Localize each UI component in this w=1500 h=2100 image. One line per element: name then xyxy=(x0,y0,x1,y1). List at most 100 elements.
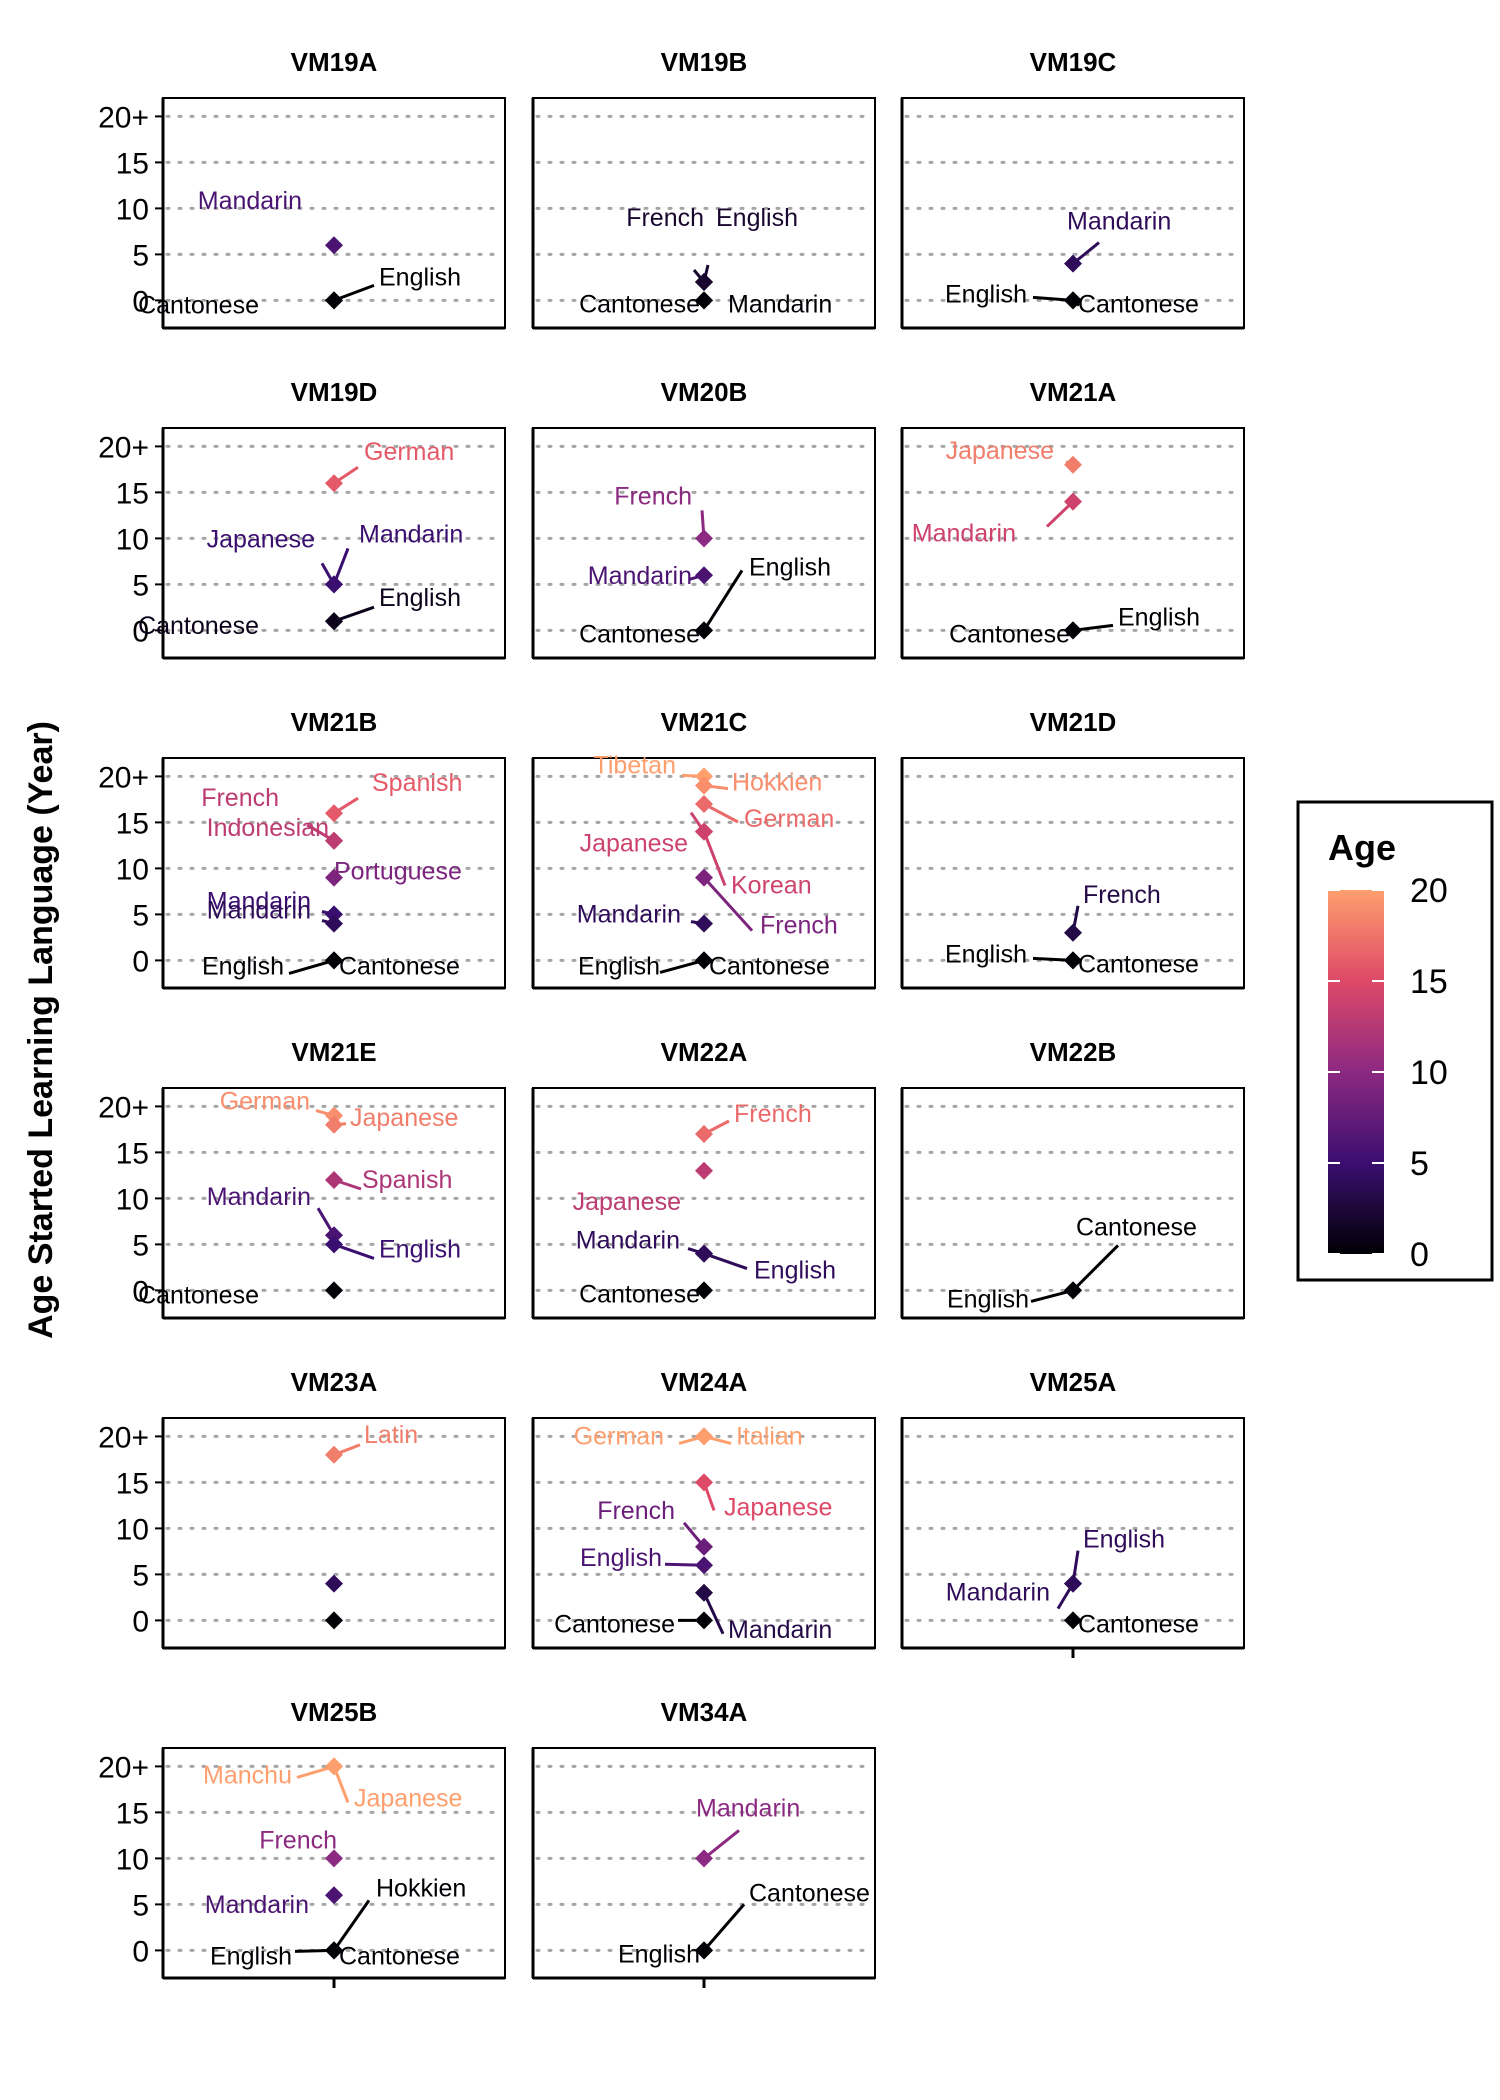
legend-tick-label: 20 xyxy=(1410,872,1448,910)
data-point xyxy=(1064,492,1082,511)
data-point xyxy=(325,1849,343,1868)
point-label: French xyxy=(1083,881,1161,909)
label-connector xyxy=(702,831,727,887)
point-label: Mandarin xyxy=(577,901,681,929)
y-tick-label: 15 xyxy=(116,1797,149,1830)
data-point xyxy=(325,914,343,933)
data-point xyxy=(325,1941,343,1960)
point-label: Japanese xyxy=(946,437,1054,465)
facet-panel-vm24a: VM24A German Italian Japanese French English M… xyxy=(531,1367,876,1650)
point-label: Mandarin xyxy=(946,1579,1050,1607)
data-point xyxy=(325,1757,343,1776)
data-point xyxy=(695,1849,713,1868)
data-point xyxy=(695,1125,713,1143)
label-connector xyxy=(703,1829,740,1860)
y-tick-label: 10 xyxy=(116,853,149,886)
point-label: Cantonese xyxy=(579,620,700,648)
point-label: Mandarin xyxy=(205,1891,309,1919)
label-connector xyxy=(288,958,335,975)
point-label: French xyxy=(259,1826,337,1854)
y-tick-label: 10 xyxy=(116,1183,149,1216)
data-point xyxy=(1064,254,1082,273)
point-label: English xyxy=(379,263,461,291)
label-connector xyxy=(333,283,375,302)
point-label: Japanese xyxy=(573,1188,681,1216)
point-label: French xyxy=(597,1497,675,1525)
facet-panel-vm19d: VM19D 0 5 10 15 20+ German Japanese Mandarin Cant… xyxy=(98,377,506,660)
y-tick-label: 10 xyxy=(116,1843,149,1876)
y-tick-label: 15 xyxy=(116,1467,149,1500)
y-tick-label: 20+ xyxy=(98,761,149,794)
facet-panel-vm19a: VM19A 0 5 10 15 20+ Mandarin Cantonese English xyxy=(98,47,506,330)
data-point xyxy=(695,776,713,795)
point-label: Cantonese xyxy=(709,952,830,980)
point-label: Spanish xyxy=(372,769,462,797)
point-label: Mandarin xyxy=(728,1616,832,1644)
point-label: Cantonese xyxy=(339,1942,460,1970)
facet-panel-vm20b: VM20B French Mandarin English Cantonese xyxy=(531,377,876,660)
point-label: German xyxy=(220,1088,310,1116)
point-label: English xyxy=(754,1257,836,1285)
data-point xyxy=(695,951,713,970)
facet-title: VM23A xyxy=(291,1367,378,1397)
point-label: English xyxy=(716,204,798,232)
facet-title: VM21A xyxy=(1030,377,1117,407)
y-tick-label: 0 xyxy=(132,1275,149,1308)
data-point xyxy=(695,529,713,548)
data-point xyxy=(695,914,713,933)
point-label: Mandarin xyxy=(576,1227,680,1255)
point-label: German xyxy=(574,1422,664,1450)
data-point xyxy=(325,474,343,493)
label-connector xyxy=(702,1903,746,1952)
label-connector xyxy=(702,1592,725,1635)
point-label: Cantonese xyxy=(949,620,1070,648)
data-point xyxy=(695,291,713,310)
point-label: French xyxy=(626,204,704,232)
y-tick-label: 20+ xyxy=(98,101,149,134)
y-tick-label: 20+ xyxy=(98,1751,149,1784)
point-label: French xyxy=(734,1100,812,1128)
facet-panel-vm21d: VM21D French English Cantonese xyxy=(900,707,1245,990)
point-label: Cantonese xyxy=(1078,290,1199,318)
point-label: English xyxy=(1083,1526,1165,1554)
point-label: Hokkien xyxy=(732,769,822,797)
facet-panel-vm21a: VM21A Japanese Mandarin Cantonese English xyxy=(900,377,1245,660)
y-tick-label: 0 xyxy=(132,285,149,318)
data-point xyxy=(325,1886,343,1905)
y-tick-label: 5 xyxy=(132,899,149,932)
point-label: Tibetan xyxy=(594,751,676,779)
data-point xyxy=(325,1106,343,1125)
point-label: Mandarin xyxy=(728,290,832,318)
data-point xyxy=(325,575,343,594)
point-label: Manchu xyxy=(203,1761,292,1789)
point-label: Portuguese xyxy=(334,858,462,886)
facet-panel-vm25b: VM25B 0 5 10 15 20+ Manchu Japanese French Mandar… xyxy=(98,1697,506,1988)
label-connector xyxy=(702,876,754,932)
facet-title: VM34A xyxy=(661,1697,748,1727)
point-label: Mandarin xyxy=(359,520,463,548)
point-label: English xyxy=(210,1942,292,1970)
point-label: Japanese xyxy=(580,830,688,858)
y-axis-title: Age Started Learning Language (Year) xyxy=(22,721,60,1339)
color-legend: Age 0 5 10 15 20 xyxy=(1296,800,1494,1282)
legend-tick-label: 15 xyxy=(1410,963,1448,1001)
facet-panel-vm19b: VM19B French English Cantonese Mandarin xyxy=(531,47,876,330)
legend-tick-label: 5 xyxy=(1410,1145,1429,1183)
data-point xyxy=(695,1427,713,1446)
data-point xyxy=(1064,923,1082,942)
point-label: Cantonese xyxy=(138,612,259,640)
point-label: English xyxy=(580,1544,662,1572)
y-tick-label: 15 xyxy=(116,477,149,510)
data-point xyxy=(325,291,343,310)
data-point xyxy=(695,868,713,887)
data-point xyxy=(695,1244,713,1263)
point-label: English xyxy=(945,940,1027,968)
point-label: Korean xyxy=(731,872,812,900)
point-label: Cantonese xyxy=(138,1281,259,1309)
point-label: Cantonese xyxy=(1076,1213,1197,1241)
point-label: Mandarin xyxy=(207,897,311,925)
point-label: Mandarin xyxy=(207,887,311,915)
data-point xyxy=(695,621,713,640)
point-label: Latin xyxy=(364,1421,418,1449)
